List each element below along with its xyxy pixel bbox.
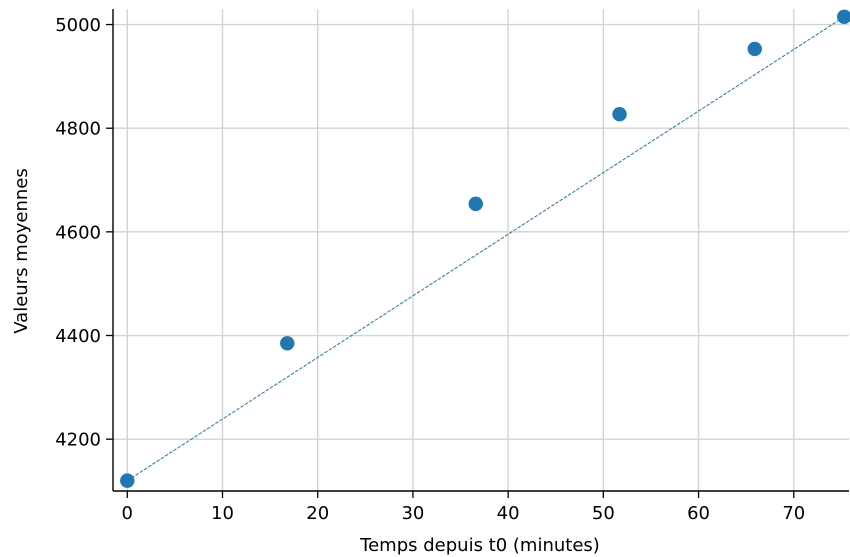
y-axis-label: Valeurs moyennes [11,168,32,333]
x-tick-label: 60 [687,503,710,524]
x-axis-label: Temps depuis t0 (minutes) [359,535,600,556]
y-tick-label: 4800 [55,119,101,140]
data-point [837,9,850,24]
x-tick-label: 40 [497,503,520,524]
x-tick-label: 70 [782,503,805,524]
data-point [120,473,135,488]
y-tick-label: 5000 [55,15,101,36]
data-point [468,196,483,212]
fit-line [127,16,845,482]
data-point [612,107,627,122]
x-tick-label: 20 [306,503,329,524]
x-tick-label: 10 [211,503,234,524]
x-axis-ticks: 0 10 20 30 40 50 60 70 [122,491,805,524]
y-axis-ticks: 4200 4400 4600 4800 5000 [55,15,113,451]
y-tick-label: 4400 [55,326,101,347]
x-tick-label: 30 [401,503,424,524]
axes-frame [112,9,849,492]
grid [113,9,849,491]
series-layer [120,9,850,488]
data-point [747,41,762,57]
x-tick-label: 0 [122,503,133,524]
y-tick-label: 4600 [55,222,101,243]
x-tick-label: 50 [592,503,615,524]
data-point [280,336,295,351]
y-tick-label: 4200 [55,430,101,451]
